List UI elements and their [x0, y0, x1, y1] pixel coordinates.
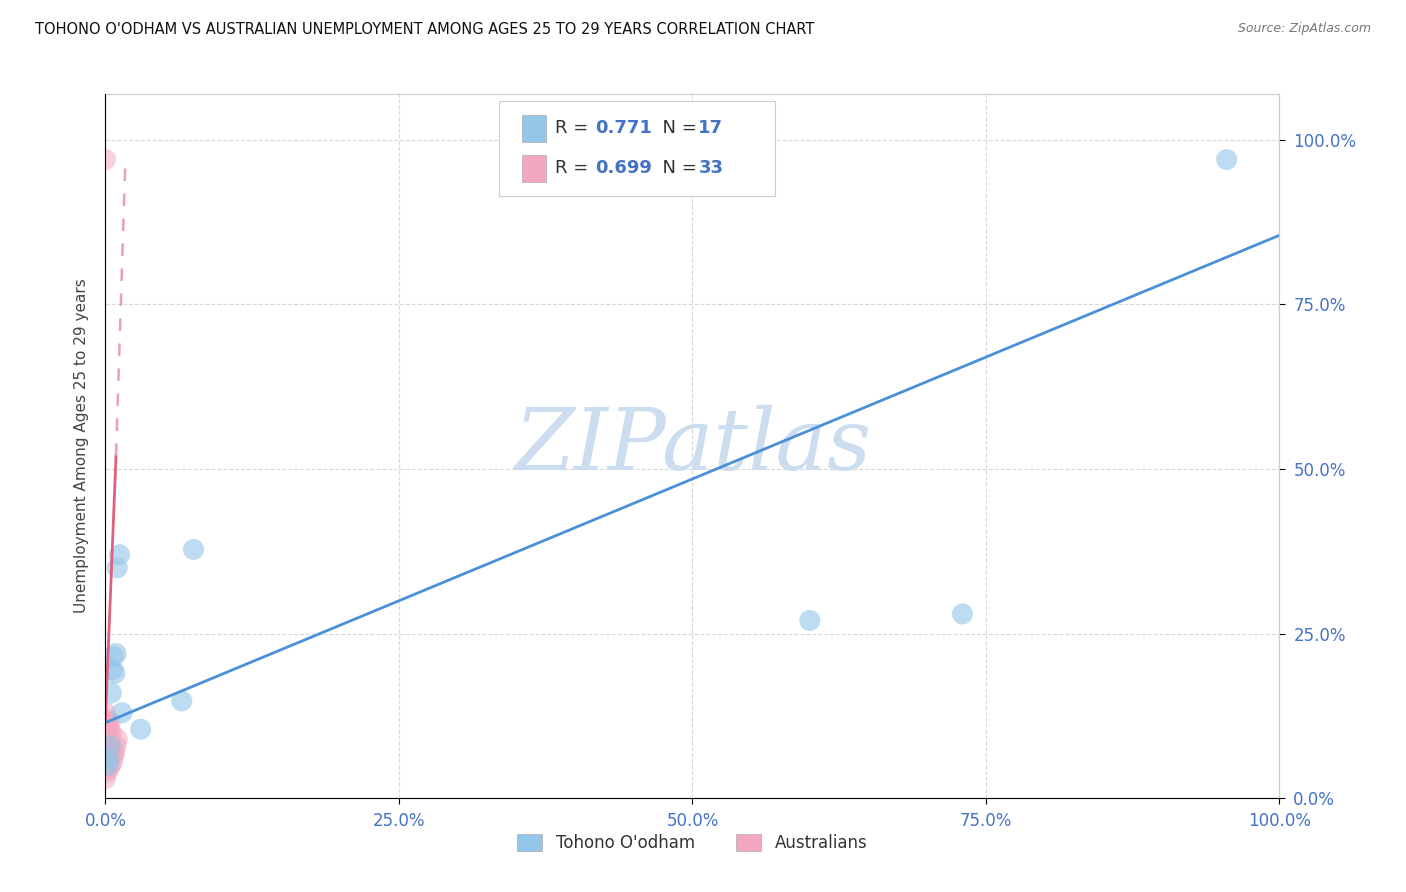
Point — [100, 752, 122, 766]
Text: 0.771: 0.771 — [595, 120, 652, 137]
Point — [183, 542, 205, 557]
Point — [96, 745, 118, 759]
Point — [1215, 153, 1237, 167]
Point — [96, 719, 118, 733]
Point — [170, 694, 193, 708]
Point — [100, 686, 122, 700]
Point — [94, 153, 117, 167]
Point — [108, 548, 131, 562]
Text: 17: 17 — [699, 120, 723, 137]
Text: R =: R = — [555, 160, 595, 178]
Point — [94, 758, 117, 772]
Point — [104, 745, 127, 759]
Point — [98, 739, 121, 753]
FancyBboxPatch shape — [522, 115, 546, 142]
Point — [799, 614, 821, 628]
Point — [97, 712, 120, 726]
Point — [97, 755, 120, 769]
Point — [94, 772, 117, 786]
Point — [94, 715, 117, 730]
Point — [94, 748, 117, 763]
Point — [96, 732, 118, 747]
Point — [97, 758, 120, 772]
Point — [105, 561, 128, 575]
Point — [98, 745, 121, 759]
FancyBboxPatch shape — [522, 155, 546, 182]
Point — [111, 706, 134, 720]
Point — [100, 725, 122, 739]
Point — [105, 732, 128, 747]
Point — [105, 739, 128, 753]
Text: R =: R = — [555, 120, 595, 137]
Point — [101, 755, 124, 769]
Point — [97, 729, 120, 743]
Point — [98, 715, 121, 730]
Point — [129, 722, 152, 736]
Point — [104, 666, 127, 681]
Point — [98, 758, 121, 772]
Text: TOHONO O'ODHAM VS AUSTRALIAN UNEMPLOYMENT AMONG AGES 25 TO 29 YEARS CORRELATION : TOHONO O'ODHAM VS AUSTRALIAN UNEMPLOYMEN… — [35, 22, 814, 37]
Text: ZIPatlas: ZIPatlas — [513, 405, 872, 487]
Point — [100, 739, 122, 753]
Point — [98, 752, 121, 766]
Point — [98, 762, 121, 776]
Legend: Tohono O'odham, Australians: Tohono O'odham, Australians — [509, 826, 876, 861]
Point — [103, 748, 125, 763]
Point — [98, 732, 121, 747]
FancyBboxPatch shape — [499, 101, 775, 196]
Point — [94, 706, 117, 720]
Point — [101, 742, 124, 756]
Point — [97, 742, 120, 756]
Text: N =: N = — [651, 120, 703, 137]
Point — [96, 764, 118, 779]
Point — [98, 722, 121, 736]
Point — [952, 607, 974, 621]
Text: 33: 33 — [699, 160, 723, 178]
Text: Source: ZipAtlas.com: Source: ZipAtlas.com — [1237, 22, 1371, 36]
Point — [101, 663, 124, 677]
Point — [103, 649, 125, 664]
Point — [94, 739, 117, 753]
Text: 0.699: 0.699 — [595, 160, 652, 178]
Point — [98, 735, 121, 749]
Y-axis label: Unemployment Among Ages 25 to 29 years: Unemployment Among Ages 25 to 29 years — [73, 278, 89, 614]
Point — [105, 647, 128, 661]
Text: N =: N = — [651, 160, 703, 178]
Point — [94, 725, 117, 739]
Point — [98, 748, 121, 763]
